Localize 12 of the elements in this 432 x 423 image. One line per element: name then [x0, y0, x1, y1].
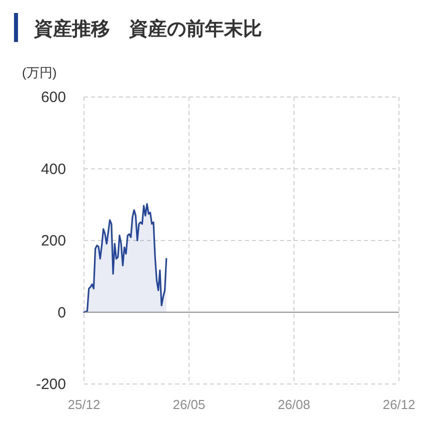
y-tick-label: 400 — [40, 160, 66, 178]
chart-subtitle: 資産の前年末比 — [128, 18, 262, 40]
x-tick-label: 26/12 — [382, 397, 416, 412]
y-tick-label: -200 — [36, 376, 66, 393]
y-axis-title: (万円) — [22, 65, 57, 80]
y-tick-label: 0 — [58, 304, 66, 322]
y-tick-label: 600 — [40, 89, 66, 106]
x-tick-label: 25/12 — [68, 397, 100, 412]
y-tick-label: 200 — [40, 232, 66, 250]
chart-title: 資産推移 — [33, 18, 110, 40]
x-tick-label: 26/08 — [278, 397, 310, 412]
x-tick-label: 26/05 — [172, 397, 206, 412]
